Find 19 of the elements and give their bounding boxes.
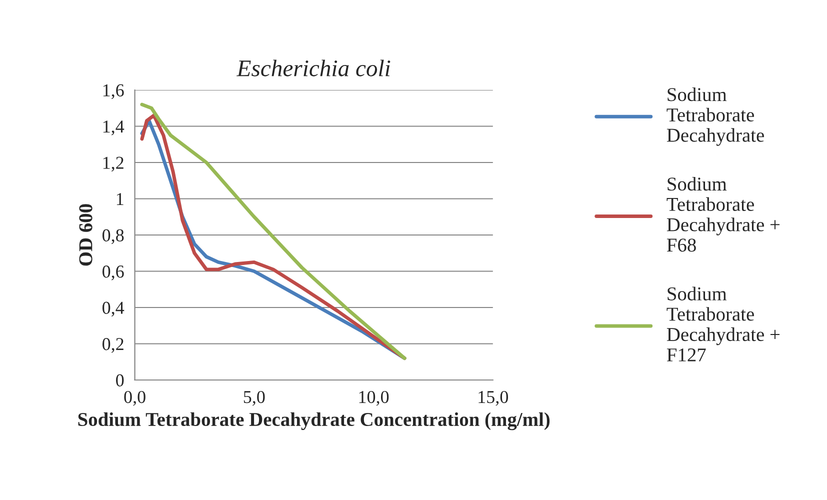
y-tick-label: 1,4 [103,120,124,136]
y-tick-label: 0,4 [102,302,124,317]
chart-title: Escherichia coli [236,60,390,76]
y-tick-label: 0,6 [102,266,124,280]
legend-label: Sodium Tetraborate Decahydrate [666,88,764,146]
x-tick-label: 0,0 [124,390,146,406]
y-tick-label: 0 [116,374,124,386]
y-tick-label: 1 [116,193,124,206]
x-tick-label: 10,0 [359,390,389,406]
legend-label: Sodium Tetraborate Decahydrate + F127 [666,286,780,362]
y-tick-label: 1,6 [103,84,124,100]
x-tick-label: 5,0 [244,390,265,406]
y-tick-label: 0,8 [102,229,124,244]
legend-label: Sodium Tetraborate Decahydrate + F68 [666,176,780,252]
x-tick-label: 15,0 [478,390,508,406]
y-tick-label: 1,2 [103,156,124,172]
y-tick-label: 0,2 [102,338,124,353]
x-axis-title: Sodium Tetraborate Decahydrate Concentration (mg/ml) [78,412,550,430]
y-axis-title: OD 600 [79,204,92,266]
